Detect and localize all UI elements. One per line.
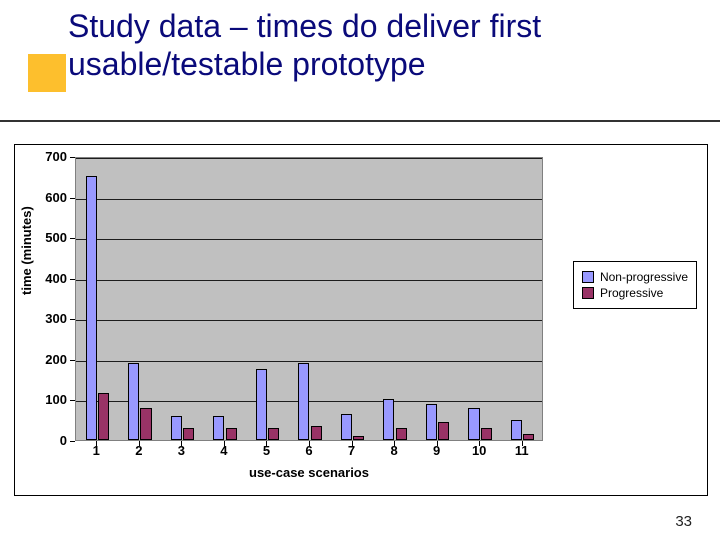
y-tick-label: 400: [21, 271, 67, 286]
bar-progressive: [183, 428, 194, 440]
x-tick-mark: [224, 441, 225, 446]
page-number: 33: [675, 513, 692, 530]
y-tick-mark: [70, 400, 75, 401]
y-tick-mark: [70, 157, 75, 158]
y-tick-label: 700: [21, 149, 67, 164]
bar-non-progressive: [213, 416, 224, 440]
chart-container: time (minutes) 0100200300400500600700 12…: [14, 144, 708, 496]
bar-progressive: [226, 428, 237, 440]
y-tick-label: 200: [21, 352, 67, 367]
x-tick-mark: [394, 441, 395, 446]
plot-area: [75, 157, 543, 441]
bar-progressive: [438, 422, 449, 440]
legend-label: Progressive: [600, 286, 663, 300]
y-tick-label: 500: [21, 230, 67, 245]
bar-non-progressive: [86, 176, 97, 440]
bar-progressive: [311, 426, 322, 440]
bar-non-progressive: [256, 369, 267, 440]
title-rule: [0, 120, 720, 122]
y-tick-mark: [70, 360, 75, 361]
bar-progressive: [396, 428, 407, 440]
x-tick-mark: [96, 441, 97, 446]
legend-label: Non-progressive: [600, 270, 688, 284]
bar-non-progressive: [511, 420, 522, 440]
y-tick-mark: [70, 441, 75, 442]
bar-non-progressive: [383, 399, 394, 440]
accent-square: [28, 54, 66, 92]
y-tick-mark: [70, 319, 75, 320]
bar-progressive: [481, 428, 492, 440]
y-tick-mark: [70, 198, 75, 199]
x-tick-mark: [437, 441, 438, 446]
slide: Study data – times do deliver first usab…: [0, 0, 720, 540]
bar-non-progressive: [468, 408, 479, 440]
x-axis-label: use-case scenarios: [75, 465, 543, 480]
y-tick-label: 600: [21, 190, 67, 205]
x-tick-mark: [139, 441, 140, 446]
y-tick-mark: [70, 279, 75, 280]
x-tick-mark: [266, 441, 267, 446]
x-tick-mark: [352, 441, 353, 446]
bar-progressive: [268, 428, 279, 440]
y-tick-label: 0: [21, 433, 67, 448]
x-tick-mark: [479, 441, 480, 446]
legend-item: Progressive: [582, 286, 688, 300]
bar-non-progressive: [171, 416, 182, 440]
legend-item: Non-progressive: [582, 270, 688, 284]
legend-swatch: [582, 287, 594, 299]
bar-progressive: [98, 393, 109, 440]
bar-non-progressive: [298, 363, 309, 440]
x-tick-mark: [309, 441, 310, 446]
bar-non-progressive: [128, 363, 139, 440]
title-block: Study data – times do deliver first usab…: [68, 8, 668, 84]
x-tick-mark: [181, 441, 182, 446]
y-tick-mark: [70, 238, 75, 239]
x-tick-mark: [522, 441, 523, 446]
bar-progressive: [140, 408, 151, 440]
bar-progressive: [353, 436, 364, 440]
bar-non-progressive: [341, 414, 352, 440]
legend: Non-progressive Progressive: [573, 261, 697, 309]
y-tick-label: 300: [21, 311, 67, 326]
y-tick-label: 100: [21, 392, 67, 407]
bar-progressive: [523, 434, 534, 440]
legend-swatch: [582, 271, 594, 283]
slide-title: Study data – times do deliver first usab…: [68, 8, 668, 84]
bar-non-progressive: [426, 404, 437, 441]
